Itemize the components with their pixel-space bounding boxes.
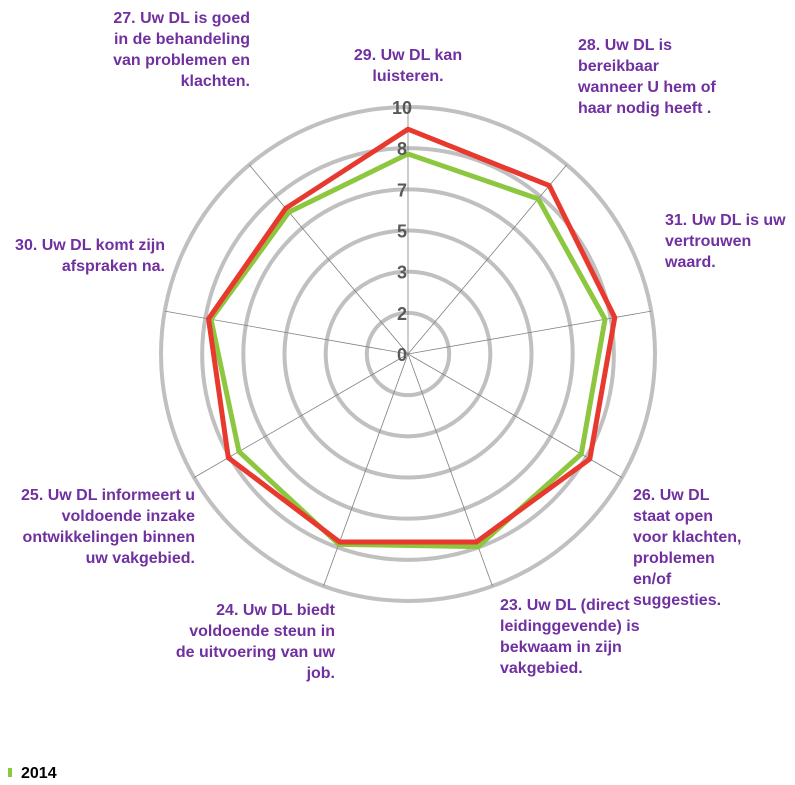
category-label: 26. Uw DL staat open voor klachten, prob… (633, 487, 742, 609)
tick-label: 8 (397, 139, 407, 159)
spoke (407, 353, 623, 478)
legend-label: 2014 (21, 765, 57, 782)
category-label: 31. Uw DL is uw vertrouwen waard. (665, 212, 786, 271)
category-label: 24. Uw DL biedt voldoende steun in de ui… (175, 602, 335, 682)
spoke (407, 310, 652, 355)
spoke (407, 164, 568, 355)
tick-label: 5 (397, 222, 407, 242)
category-label: 23. Uw DL (direct leidinggevende) is bek… (500, 597, 640, 677)
series-line (208, 151, 608, 550)
series-line (206, 126, 618, 545)
tick-label: 0 (397, 345, 407, 365)
tick-label: 3 (397, 263, 407, 283)
category-label: 29. Uw DL kan luisteren. (353, 47, 463, 85)
category-label: 28. Uw DL is bereikbaar wanneer U hem of… (578, 37, 716, 117)
category-label: 27. Uw DL is goed in de behandeling van … (113, 10, 250, 90)
legend-swatch (8, 768, 12, 777)
category-label: 25. Uw DL informeert u voldoende inzake … (21, 487, 195, 567)
spoke (248, 164, 409, 355)
tick-label: 10 (392, 98, 412, 118)
spoke (407, 353, 493, 587)
category-label: 30. Uw DL komt zijn afspraken na. (15, 237, 165, 275)
spoke (323, 353, 409, 587)
tick-label: 2 (397, 304, 407, 324)
tick-label: 7 (397, 180, 407, 200)
spoke (164, 310, 409, 355)
